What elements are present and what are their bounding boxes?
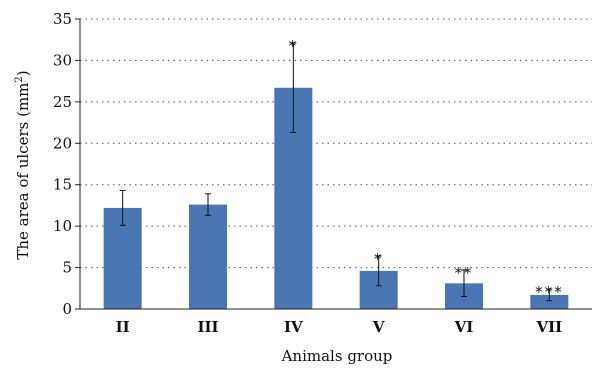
- x-tick-label-VI: VI: [454, 318, 474, 336]
- y-axis-title-tail: ): [14, 70, 32, 76]
- axes: [75, 18, 592, 310]
- bars: [103, 87, 569, 310]
- x-tick-label-VII: VII: [535, 318, 562, 336]
- y-tick-labels: 0 5 10 15 20 25 30 35: [53, 10, 72, 318]
- y-tick-label: 25: [53, 93, 72, 111]
- y-tick-label: 20: [53, 134, 72, 152]
- error-bars: [119, 42, 553, 302]
- x-tick-label-III: III: [197, 318, 218, 336]
- significance-IV: *: [289, 37, 299, 55]
- x-axis-title: Animals group: [281, 347, 393, 365]
- significance-VII: ***: [535, 283, 564, 301]
- y-axis-title: The area of ulcers (mm2): [14, 70, 32, 259]
- x-tick-labels: II III IV V VI VII: [116, 318, 563, 336]
- significance-V: *: [374, 250, 384, 268]
- significance-VI: **: [455, 264, 474, 282]
- y-tick-label: 5: [62, 259, 72, 277]
- significance-annotations: *******: [289, 37, 564, 301]
- x-tick-label-V: V: [372, 318, 385, 336]
- x-tick-label-II: II: [116, 318, 130, 336]
- y-tick-label: 35: [53, 10, 72, 28]
- y-tick-label: 15: [53, 176, 72, 194]
- bar-VII: [530, 294, 569, 309]
- y-axis-title-sup: 2: [14, 76, 25, 82]
- y-tick-label: 10: [53, 217, 72, 235]
- y-axis-title-main: The area of ulcers (mm: [14, 83, 32, 260]
- gridlines: [80, 18, 592, 269]
- bar-III: [189, 204, 227, 309]
- y-tick-label: 0: [62, 300, 72, 318]
- x-tick-label-IV: IV: [284, 318, 303, 336]
- y-tick-label: 30: [53, 51, 72, 69]
